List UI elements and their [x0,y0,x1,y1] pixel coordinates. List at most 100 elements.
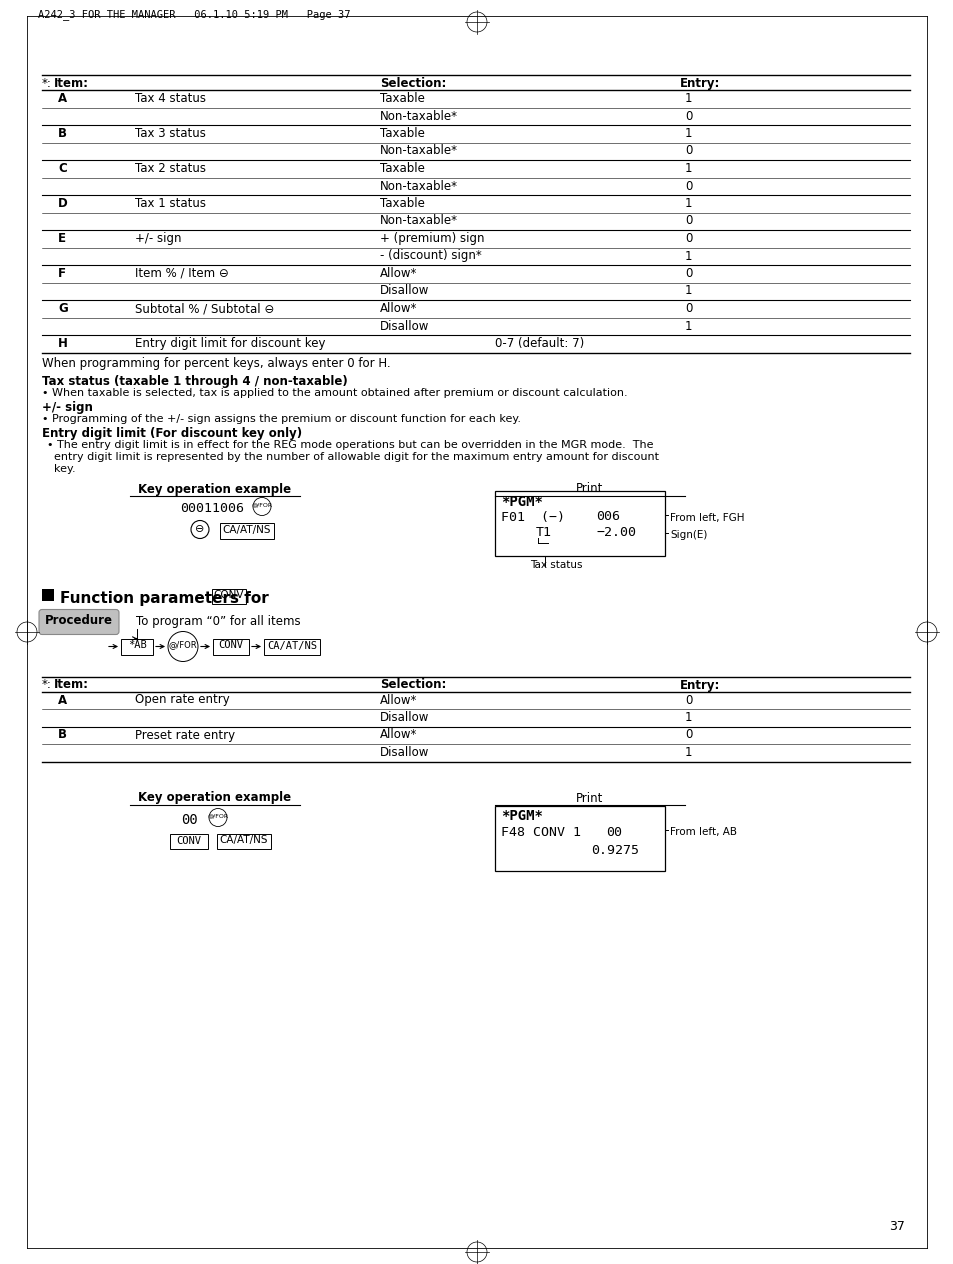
Text: A242_3 FOR THE MANAGER   06.1.10 5:19 PM   Page 37: A242_3 FOR THE MANAGER 06.1.10 5:19 PM P… [38,9,350,20]
Text: Tax 4 status: Tax 4 status [135,92,206,105]
Text: *PGM*: *PGM* [500,809,542,824]
Text: Preset rate entry: Preset rate entry [135,728,234,742]
Text: • When taxable is selected, tax is applied to the amount obtained after premium : • When taxable is selected, tax is appli… [42,388,627,398]
Text: entry digit limit is represented by the number of allowable digit for the maximu: entry digit limit is represented by the … [47,453,659,463]
Text: Disallow: Disallow [379,284,429,297]
Text: Print: Print [576,483,603,495]
Text: A: A [58,694,67,707]
FancyBboxPatch shape [39,609,119,635]
Text: • Programming of the +/- sign assigns the premium or discount function for each : • Programming of the +/- sign assigns th… [42,415,520,425]
Text: Entry:: Entry: [679,679,720,691]
Text: Tax status (taxable 1 through 4 / non-taxable): Tax status (taxable 1 through 4 / non-ta… [42,374,348,388]
Text: 0-7 (default: 7): 0-7 (default: 7) [495,337,584,350]
Text: 0: 0 [684,728,692,742]
Text: Entry:: Entry: [679,77,720,90]
Text: 0: 0 [684,144,692,158]
Text: +/- sign: +/- sign [135,233,181,245]
Text: E: E [58,233,66,245]
Circle shape [253,498,271,516]
Circle shape [191,521,209,538]
Text: B: B [58,126,67,140]
Text: Tax 2 status: Tax 2 status [135,162,206,174]
Text: Allow*: Allow* [379,267,416,281]
Text: H: H [58,337,68,350]
Text: ⊖: ⊖ [195,523,205,533]
Text: 1: 1 [684,746,692,758]
Text: 1: 1 [684,710,692,724]
Text: • The entry digit limit is in effect for the REG mode operations but can be over: • The entry digit limit is in effect for… [47,440,653,450]
Text: 37: 37 [888,1220,904,1232]
Text: Non-taxable*: Non-taxable* [379,144,457,158]
Text: Entry digit limit (For discount key only): Entry digit limit (For discount key only… [42,427,302,440]
Text: CA/AT/NS: CA/AT/NS [219,836,268,846]
Text: Item:: Item: [54,77,89,90]
Text: C: C [58,162,67,174]
Text: F48 CONV 1: F48 CONV 1 [500,825,580,838]
Text: Taxable: Taxable [379,126,424,140]
Text: F01  (−): F01 (−) [500,511,564,523]
Text: @/FOR: @/FOR [169,640,197,648]
Text: 0: 0 [684,179,692,192]
Text: Function parameters for: Function parameters for [60,590,269,605]
Text: Open rate entry: Open rate entry [135,694,230,707]
Circle shape [209,809,227,827]
Text: Taxable: Taxable [379,92,424,105]
Text: Tax 1 status: Tax 1 status [135,197,206,210]
Text: 1: 1 [684,197,692,210]
Text: 00: 00 [181,814,198,828]
Text: F: F [58,267,66,281]
Text: 1: 1 [684,126,692,140]
Text: Allow*: Allow* [379,728,416,742]
Text: *PGM*: *PGM* [500,494,542,508]
Bar [170,833,208,848]
Text: - (discount) sign*: - (discount) sign* [379,249,481,263]
Text: 1: 1 [684,249,692,263]
Text: CA/AT/NS: CA/AT/NS [267,641,316,651]
Text: Selection:: Selection: [379,679,446,691]
Text: Taxable: Taxable [379,197,424,210]
Bar [495,490,664,555]
Text: 00011006: 00011006 [180,503,244,516]
Text: Disallow: Disallow [379,710,429,724]
Text: Selection:: Selection: [379,77,446,90]
Text: Sign(E): Sign(E) [669,531,706,541]
Bar [264,638,319,655]
Text: From left, AB: From left, AB [669,828,737,838]
Text: T1: T1 [536,527,552,540]
Text: Item:: Item: [54,679,89,691]
Text: Disallow: Disallow [379,746,429,758]
Text: 0: 0 [684,267,692,281]
Text: Key operation example: Key operation example [138,791,292,804]
Text: 1: 1 [684,320,692,332]
Text: CONV: CONV [213,590,244,600]
Text: Taxable: Taxable [379,162,424,174]
Text: *:: *: [42,679,51,691]
Bar [121,638,152,655]
Text: @/FOR: @/FOR [252,502,273,507]
Text: Allow*: Allow* [379,694,416,707]
Text: A: A [58,92,67,105]
Text: Procedure: Procedure [45,614,112,627]
Text: 1: 1 [684,284,692,297]
Text: Subtotal % / Subtotal ⊖: Subtotal % / Subtotal ⊖ [135,302,274,315]
Text: Tax status: Tax status [530,560,582,570]
Text: 0: 0 [684,694,692,707]
Text: CA/AT/NS: CA/AT/NS [222,525,271,535]
Text: + (premium) sign: + (premium) sign [379,233,484,245]
Text: G: G [58,302,68,315]
Text: −2.00: −2.00 [596,527,636,540]
Text: 0: 0 [684,233,692,245]
Text: Non-taxable*: Non-taxable* [379,110,457,123]
Text: *:: *: [42,77,51,90]
Text: D: D [58,197,68,210]
Text: @/FOR: @/FOR [207,813,229,818]
Bar [216,833,271,848]
Bar [220,522,274,538]
Text: Print: Print [576,791,603,804]
Bar [212,589,246,603]
Text: 006: 006 [596,511,619,523]
Text: When programming for percent keys, always enter 0 for H.: When programming for percent keys, alway… [42,358,390,370]
Text: +/- sign: +/- sign [42,402,92,415]
Bar [495,805,664,871]
Text: Allow*: Allow* [379,302,416,315]
